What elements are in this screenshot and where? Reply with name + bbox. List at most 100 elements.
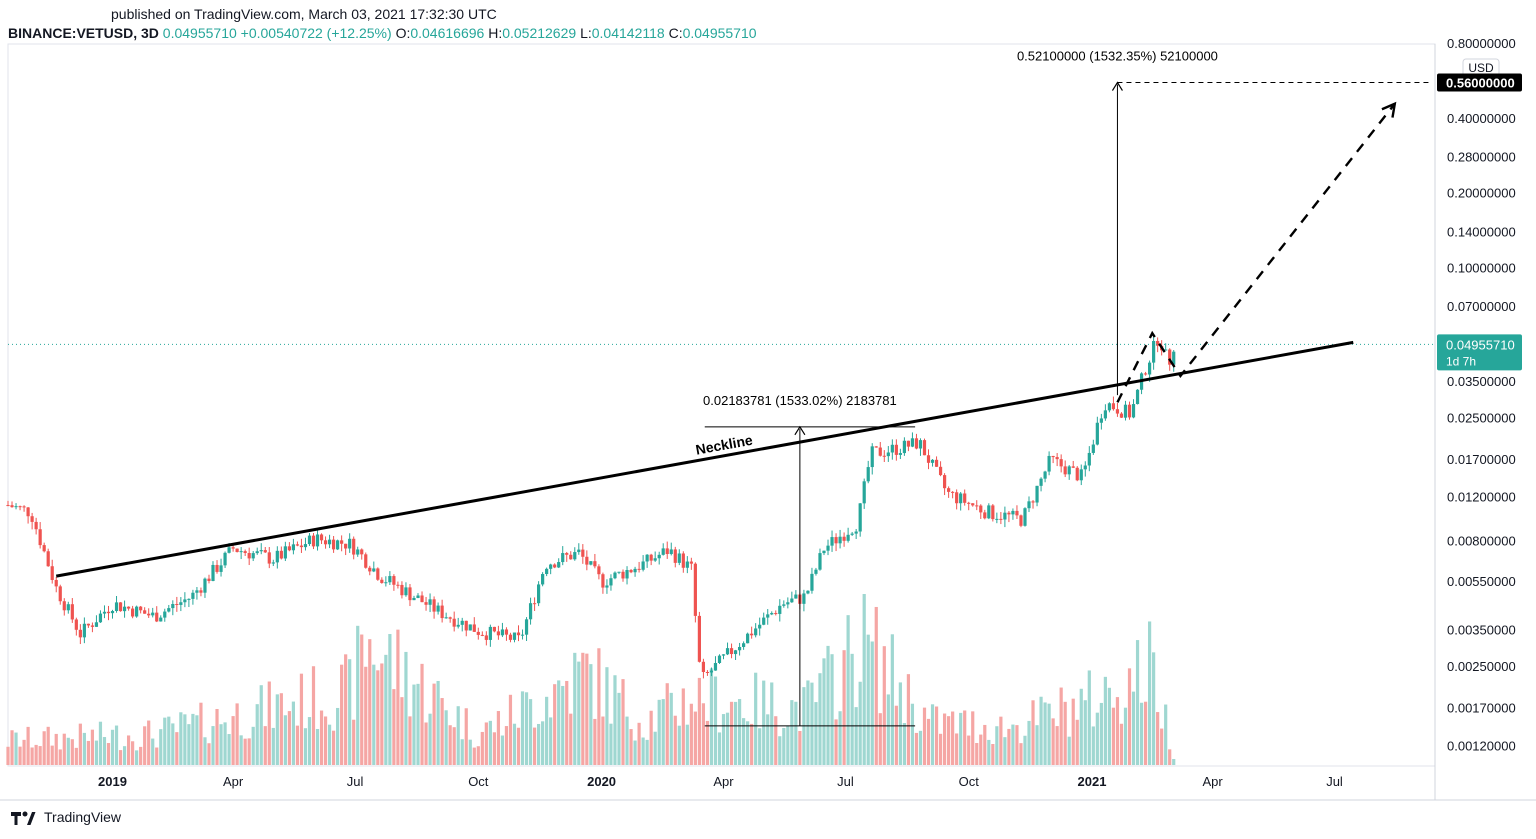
- candle-body: [460, 620, 464, 625]
- candle-body: [810, 573, 814, 591]
- candle-body: [102, 611, 107, 614]
- candle-body: [1135, 389, 1140, 405]
- candle-body: [139, 606, 143, 611]
- volume-bar: [319, 710, 324, 765]
- volume-bar: [742, 718, 746, 765]
- volume-bar: [926, 718, 931, 765]
- volume-bar: [380, 663, 384, 765]
- volume-bar: [553, 684, 557, 765]
- candle-body: [416, 595, 420, 598]
- volume-bar: [870, 641, 874, 765]
- candle-body: [94, 622, 99, 627]
- candle-body: [733, 650, 738, 655]
- candle-body: [938, 466, 943, 476]
- x-tick-label: Jul: [1326, 774, 1343, 789]
- volume-bar: [267, 681, 271, 765]
- volume-bar: [910, 703, 915, 765]
- volume-bar: [223, 722, 227, 765]
- volume-bar: [175, 732, 179, 765]
- candle-body: [979, 505, 983, 513]
- candle-body: [243, 551, 247, 553]
- volume-bar: [906, 674, 911, 765]
- volume-bar: [826, 645, 830, 765]
- volume-bar: [645, 739, 649, 765]
- y-tick-label: 0.80000000: [1447, 36, 1516, 51]
- volume-bar: [368, 639, 372, 765]
- volume-bar: [428, 713, 432, 765]
- low-value: 0.04142118: [591, 25, 665, 41]
- volume-bar: [139, 746, 143, 765]
- candle-body: [1043, 471, 1047, 479]
- candle-body: [532, 603, 537, 605]
- volume-bar: [118, 750, 123, 765]
- volume-bar: [1031, 700, 1035, 765]
- volume-bar: [661, 699, 665, 765]
- candle-body: [384, 582, 388, 584]
- volume-bar: [372, 664, 376, 765]
- candle-body: [267, 552, 271, 564]
- candle-body: [1164, 349, 1168, 351]
- volume-bar: [78, 723, 82, 765]
- volume-bar: [1135, 640, 1140, 765]
- volume-bar: [846, 615, 850, 765]
- candle-body: [432, 599, 436, 612]
- y-tick-label: 0.40000000: [1447, 111, 1516, 126]
- volume-bar: [942, 713, 947, 765]
- candle-body: [1111, 403, 1116, 410]
- candle-body: [1143, 373, 1148, 375]
- volume-bar: [323, 716, 328, 765]
- volume-bar: [818, 673, 822, 765]
- volume-bar: [866, 634, 870, 765]
- volume-bar: [1075, 719, 1079, 765]
- candle-body: [380, 579, 384, 583]
- symbol-label: BINANCE:VETUSD, 3D: [8, 25, 159, 41]
- volume-bar: [1023, 735, 1027, 765]
- candle-body: [894, 444, 898, 455]
- candle-body: [561, 553, 565, 563]
- candle-body: [838, 536, 842, 544]
- candle-body: [549, 564, 553, 569]
- close-label: C:: [668, 25, 683, 41]
- volume-bar: [344, 654, 348, 765]
- volume-bar: [971, 711, 975, 765]
- candle-body: [858, 503, 862, 532]
- neckline-label: Neckline: [694, 432, 754, 458]
- candle-body: [476, 631, 480, 635]
- volume-bar: [444, 710, 448, 765]
- volume-bar: [6, 746, 10, 765]
- candle-body: [368, 567, 372, 572]
- volume-bar: [404, 651, 408, 765]
- candle-body: [866, 467, 870, 482]
- volume-bar: [886, 694, 890, 765]
- candle-body: [42, 545, 46, 552]
- volume-bar: [480, 731, 484, 765]
- volume-bar: [1011, 724, 1015, 765]
- candle-body: [404, 587, 408, 596]
- volume-bar: [609, 723, 613, 765]
- volume-bar: [537, 723, 541, 765]
- change-value: +0.00540722 (+12.25%): [240, 25, 392, 41]
- volume-bar: [1059, 687, 1063, 765]
- candle-body: [424, 602, 428, 605]
- volume-bar: [677, 725, 681, 765]
- candle-body: [1019, 515, 1023, 526]
- volume-bar: [396, 629, 400, 765]
- candle-body: [729, 648, 734, 655]
- volume-bar: [70, 739, 74, 765]
- volume-bar: [1019, 743, 1023, 765]
- candle-body: [122, 606, 127, 612]
- candle-body: [705, 671, 710, 673]
- last-price: 0.04955710: [162, 25, 237, 41]
- volume-bar: [496, 711, 501, 765]
- volume-bar: [94, 740, 99, 765]
- volume-bar: [352, 719, 356, 765]
- volume-bar: [894, 705, 898, 765]
- volume-bar: [737, 699, 742, 765]
- volume-bar: [472, 747, 476, 765]
- candle-body: [488, 626, 492, 640]
- close-value: 0.04955710: [682, 25, 757, 41]
- volume-bar: [842, 650, 846, 765]
- y-tick-label: 0.14000000: [1447, 224, 1516, 239]
- candle-body: [1127, 404, 1132, 418]
